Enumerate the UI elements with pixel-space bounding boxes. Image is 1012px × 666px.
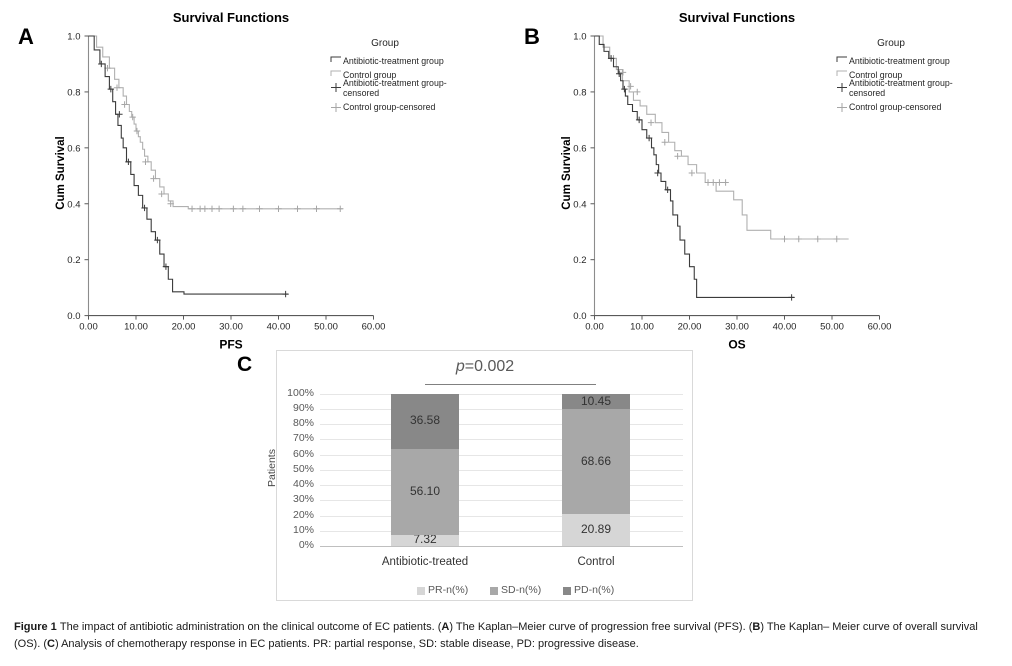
svg-text:0.6: 0.6 bbox=[67, 143, 80, 154]
svg-text:Control group-censored: Control group-censored bbox=[343, 102, 436, 112]
svg-text:40.00: 40.00 bbox=[267, 322, 291, 333]
svg-text:0.8: 0.8 bbox=[67, 87, 80, 98]
svg-text:20.00: 20.00 bbox=[172, 322, 196, 333]
svg-text:Group: Group bbox=[371, 38, 399, 49]
svg-text:10.00: 10.00 bbox=[124, 322, 148, 333]
svg-text:Antibiotic-treatment group-: Antibiotic-treatment group- bbox=[343, 78, 447, 88]
svg-text:50.00: 50.00 bbox=[314, 322, 338, 333]
svg-text:Antibiotic-treatment group: Antibiotic-treatment group bbox=[343, 56, 444, 66]
svg-text:30.00: 30.00 bbox=[219, 322, 243, 333]
svg-text:60.00: 60.00 bbox=[362, 322, 386, 333]
svg-text:censored: censored bbox=[343, 88, 379, 98]
svg-text:0.0: 0.0 bbox=[67, 311, 80, 322]
svg-text:PFS: PFS bbox=[219, 338, 242, 350]
svg-text:0.00: 0.00 bbox=[79, 322, 98, 333]
svg-text:0.4: 0.4 bbox=[67, 199, 80, 210]
svg-text:Survival Functions: Survival Functions bbox=[173, 10, 289, 25]
svg-text:0.2: 0.2 bbox=[67, 255, 80, 266]
svg-text:1.0: 1.0 bbox=[67, 32, 80, 43]
